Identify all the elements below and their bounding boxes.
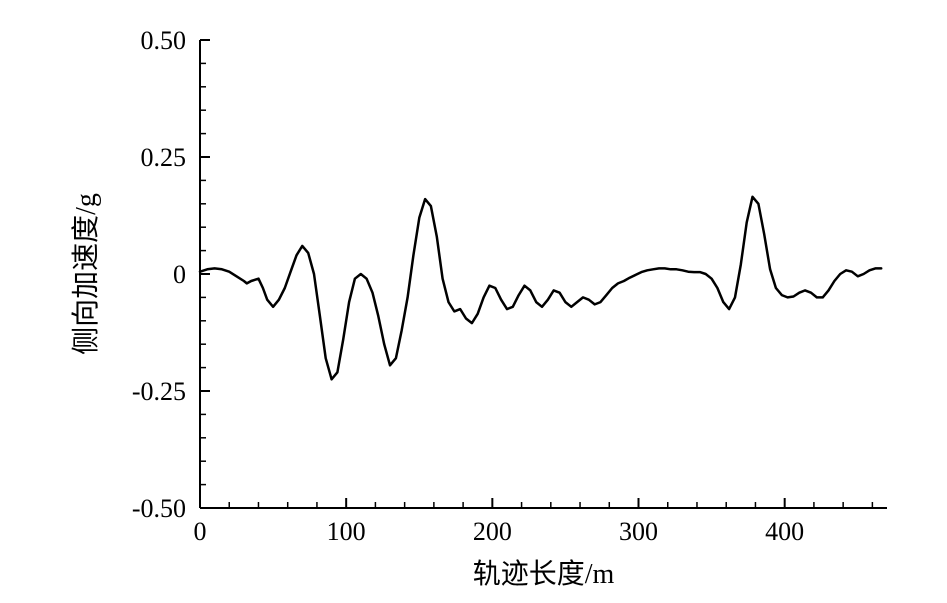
svg-text:侧向加速度/g: 侧向加速度/g <box>70 193 102 355</box>
chart-container: 0 100 200 300 400 -0.50 -0.25 0 0.25 0.50 轨迹长度/m 侧向… <box>0 0 947 603</box>
svg-text:100: 100 <box>327 517 366 546</box>
svg-text:-0.25: -0.25 <box>132 377 186 406</box>
line-chart: 0 100 200 300 400 -0.50 -0.25 0 0.25 0.50 轨迹长度/m 侧向… <box>0 0 947 603</box>
svg-text:200: 200 <box>473 517 512 546</box>
svg-text:0.25: 0.25 <box>141 143 187 172</box>
svg-text:400: 400 <box>765 517 804 546</box>
svg-text:0: 0 <box>194 517 207 546</box>
svg-text:轨迹长度/m: 轨迹长度/m <box>473 558 615 590</box>
svg-text:0: 0 <box>173 260 186 289</box>
svg-text:0.50: 0.50 <box>141 26 187 55</box>
svg-text:-0.50: -0.50 <box>132 494 186 523</box>
svg-text:300: 300 <box>619 517 658 546</box>
